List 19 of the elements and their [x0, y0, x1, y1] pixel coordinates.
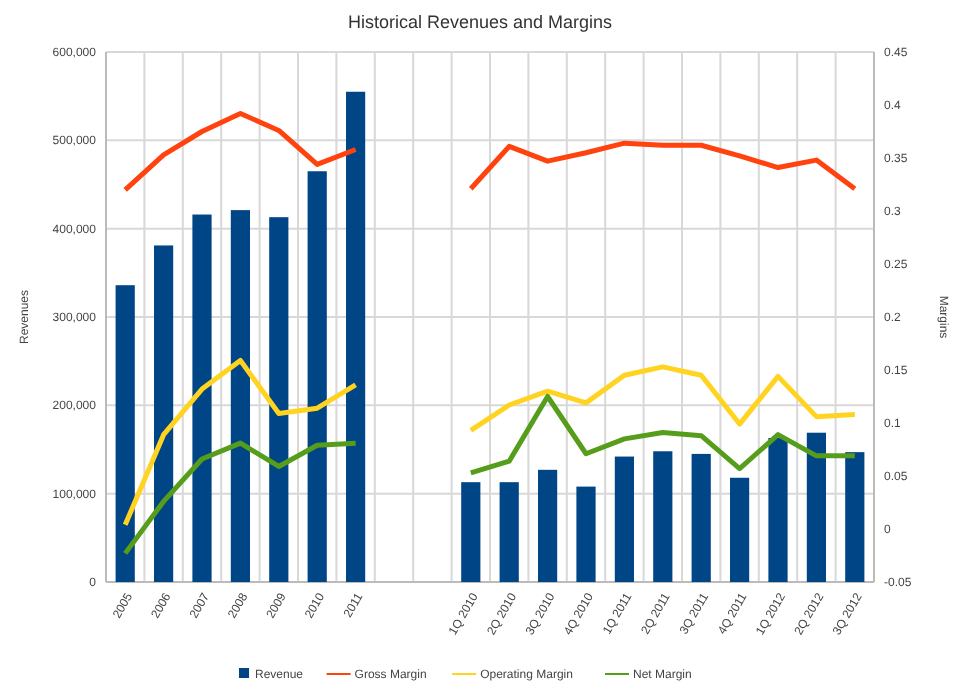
- bar: [576, 486, 596, 582]
- bar: [346, 91, 366, 582]
- bar: [614, 456, 634, 582]
- bar: [768, 438, 788, 582]
- bar: [806, 432, 826, 582]
- chart-title: Historical Revenues and Margins: [347, 12, 614, 32]
- bar: [192, 214, 212, 582]
- bar: [499, 482, 519, 582]
- bar: [653, 451, 673, 582]
- bar: [269, 217, 289, 582]
- bar: [730, 477, 750, 582]
- bar: [115, 285, 135, 582]
- bar: [461, 482, 481, 582]
- bar: [538, 469, 558, 582]
- bar: [691, 453, 711, 582]
- bar: [230, 210, 250, 582]
- bar: [307, 171, 327, 582]
- bar: [845, 452, 865, 582]
- bar: [154, 245, 174, 582]
